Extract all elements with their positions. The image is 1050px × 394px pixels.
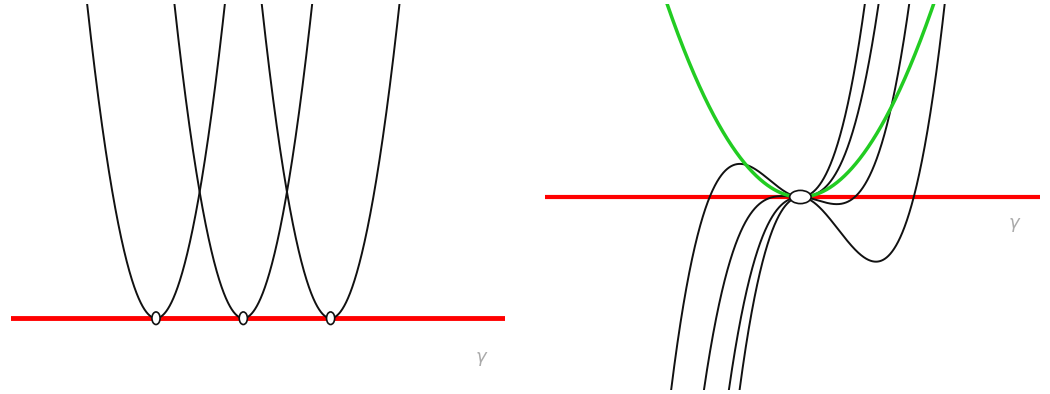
Circle shape <box>152 312 160 325</box>
Circle shape <box>239 312 248 325</box>
Text: $\gamma$: $\gamma$ <box>476 349 488 368</box>
Text: $\gamma$: $\gamma$ <box>1008 216 1022 234</box>
Circle shape <box>790 190 811 204</box>
Circle shape <box>327 312 335 325</box>
